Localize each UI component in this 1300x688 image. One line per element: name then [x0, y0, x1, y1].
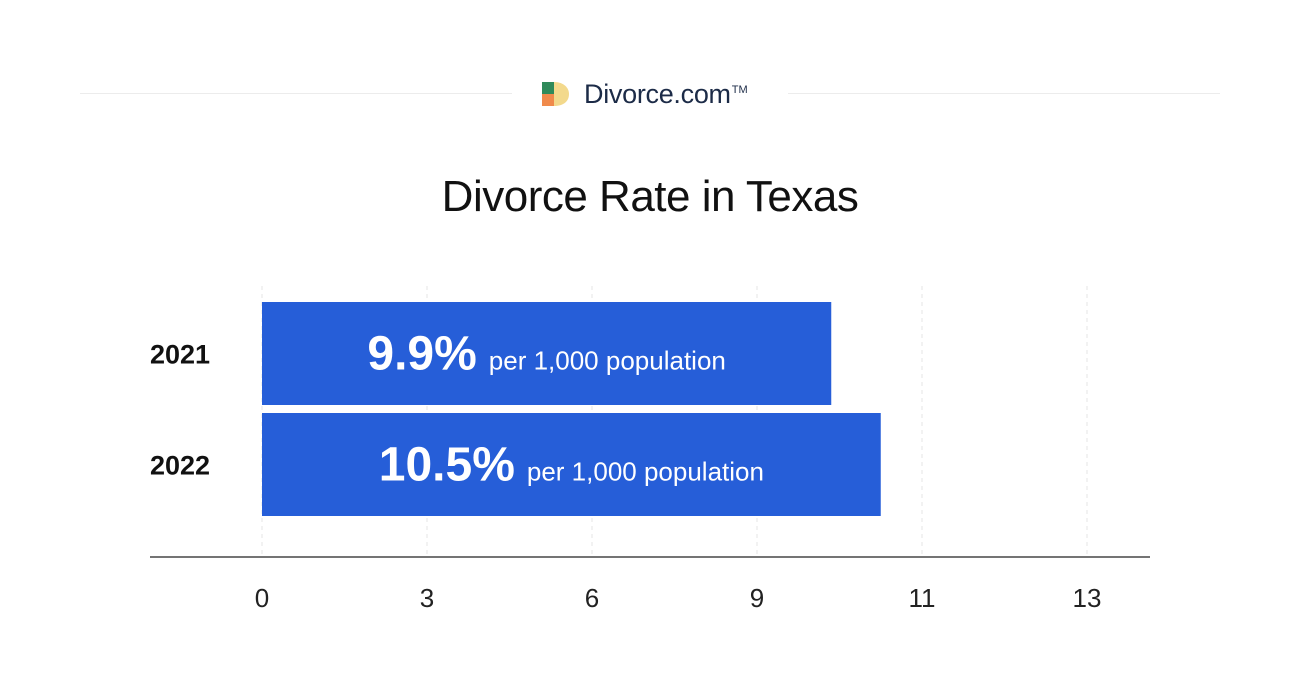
- bar-value-label: 10.5% per 1,000 population: [379, 439, 764, 492]
- logo-yellow-shape: [554, 82, 569, 106]
- x-tick-label: 13: [1073, 583, 1102, 613]
- x-tick-label: 9: [750, 583, 764, 613]
- bar-value-suffix: per 1,000 population: [489, 346, 726, 376]
- bar-value-percent: 9.9%: [367, 328, 476, 381]
- category-labels: 2021 2022: [150, 340, 210, 481]
- bar: [262, 302, 832, 405]
- header-rule-left: [80, 93, 512, 94]
- brand-name: Divorce.com: [584, 78, 731, 109]
- brand[interactable]: Divorce.com TM: [540, 76, 748, 112]
- x-tick-labels: 0 3 6 9 11 13: [255, 583, 1102, 613]
- brand-trademark: TM: [731, 84, 748, 96]
- x-tick-label: 3: [420, 583, 434, 613]
- x-tick-label: 0: [255, 583, 269, 613]
- header-rule-right: [788, 93, 1220, 94]
- bars: 9.9% per 1,000 population 10.5% per 1,000 p…: [262, 302, 881, 516]
- logo-orange-shape: [542, 94, 554, 106]
- bar: [262, 413, 881, 516]
- category-label: 2021: [150, 340, 210, 370]
- bar-value-label: 9.9% per 1,000 population: [367, 328, 726, 381]
- bar-value-percent: 10.5%: [379, 439, 515, 492]
- category-label: 2022: [150, 451, 210, 481]
- bar-value-suffix: per 1,000 population: [527, 457, 764, 487]
- logo-green-shape: [542, 82, 554, 94]
- x-tick-label: 11: [909, 583, 936, 613]
- x-tick-label: 6: [585, 583, 599, 613]
- chart-title: Divorce Rate in Texas: [441, 172, 859, 221]
- divorce-logo-icon: [542, 82, 569, 106]
